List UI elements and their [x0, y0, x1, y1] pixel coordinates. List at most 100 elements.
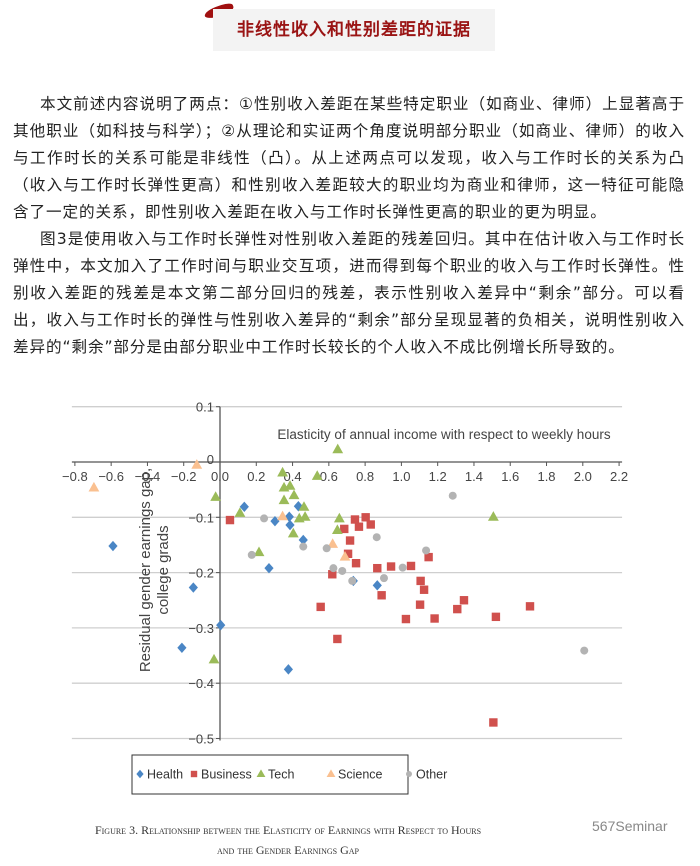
y-tick-label: 0 — [207, 452, 214, 467]
health-data-point — [298, 534, 308, 546]
business-data-point — [424, 552, 433, 562]
science-legend-marker — [326, 769, 336, 777]
business-data-point — [386, 562, 396, 571]
business-data-point — [419, 585, 429, 594]
body-text: 本文前述内容说明了两点：①性别收入差距在某些特定职业（如商业、律师）上显著高于其… — [13, 91, 685, 361]
tech-data-point — [208, 653, 220, 664]
health-data-point — [264, 562, 274, 574]
science-data-point — [191, 459, 203, 469]
business-data-point — [225, 515, 235, 525]
x-tick-label: −0.6 — [98, 469, 124, 484]
other-data-point — [338, 566, 347, 575]
x-tick-label: 0.0 — [211, 469, 229, 484]
tech-data-point — [487, 511, 499, 521]
paragraph-2: 图3是使用收入与工作时长弹性对性别收入差距的残差回归。其中在估计收入与工作时长弹… — [13, 230, 685, 356]
business-data-point — [406, 561, 416, 571]
other-data-point — [580, 646, 589, 655]
business-data-point — [459, 596, 469, 605]
x-tick-label: 1.0 — [392, 469, 410, 484]
x-tick-label: −0.2 — [171, 469, 197, 484]
x-tick-label: −0.4 — [135, 469, 161, 484]
x-tick-label: 1.2 — [429, 469, 447, 484]
health-legend-marker — [136, 769, 144, 779]
legend-label-health: Health — [147, 768, 183, 782]
business-data-point — [416, 576, 425, 586]
legend-label-other: Other — [416, 768, 447, 782]
other-legend-marker — [406, 771, 412, 777]
x-tick-label: 1.6 — [501, 469, 519, 484]
paragraph-1: 本文前述内容说明了两点：①性别收入差距在某些特定职业（如商业、律师）上显著高于其… — [13, 95, 685, 221]
tech-data-point — [331, 524, 343, 535]
tech-data-point — [299, 511, 311, 521]
health-data-point — [285, 519, 295, 531]
science-data-point — [88, 481, 100, 492]
x-tick-label: −0.8 — [62, 469, 88, 484]
tech-data-point — [253, 546, 265, 557]
y-tick-label: −0.3 — [188, 621, 214, 636]
health-data-point — [108, 540, 118, 552]
legend-label-business: Business — [201, 768, 252, 782]
business-data-point — [354, 522, 364, 531]
legend-label-tech: Tech — [268, 768, 294, 782]
business-data-point — [316, 602, 325, 612]
health-data-point — [239, 501, 249, 512]
axes — [71, 406, 623, 741]
business-legend-marker — [190, 770, 198, 778]
business-data-point — [377, 591, 386, 600]
figure-caption-line-1: Figure 3. Relationship between the Elast… — [94, 823, 482, 837]
data-points — [88, 443, 589, 727]
health-data-point — [372, 580, 382, 591]
x-tick-label: 2.2 — [610, 469, 628, 484]
business-data-point — [415, 600, 425, 609]
tech-data-point — [311, 470, 323, 480]
x-tick-label: 0.8 — [356, 469, 374, 484]
health-data-point — [216, 619, 226, 631]
business-data-point — [453, 604, 462, 614]
x-tick-label: 1.8 — [537, 469, 555, 484]
x-tick-label: 2.0 — [574, 469, 592, 484]
x-tick-label: 0.2 — [247, 469, 265, 484]
gridlines — [71, 406, 623, 740]
business-data-point — [350, 515, 360, 524]
legend: Health Business Tech Science Other — [136, 768, 447, 782]
science-data-point — [327, 538, 339, 548]
tech-data-point — [298, 501, 310, 511]
tech-data-point — [333, 512, 345, 523]
other-data-point — [422, 546, 431, 555]
y-axis-label-line-2: college grads — [155, 525, 172, 614]
y-tick-labels: 0.1 0 −0.1 −0.2 −0.3 −0.4 −0.5 — [188, 400, 214, 747]
health-data-point — [284, 511, 294, 522]
y-tick-label: −0.5 — [188, 732, 214, 747]
business-data-point — [361, 513, 370, 522]
business-data-point — [401, 614, 411, 624]
tech-data-point — [210, 491, 222, 501]
y-axis-label-line-1: Residual gender earnings gap, — [137, 468, 154, 672]
other-data-point — [322, 544, 331, 553]
other-data-point — [398, 563, 407, 572]
section-title: 非线性收入和性别差距的证据 — [237, 20, 471, 40]
science-data-point — [277, 510, 288, 521]
other-data-point — [329, 564, 338, 573]
x-tick-labels: −0.8 −0.6 −0.4 −0.2 0.0 0.2 0.4 0.6 0.8 1.0 1.2 1.4… — [62, 469, 628, 484]
other-data-point — [299, 542, 308, 551]
watermark: 567Seminar — [592, 818, 668, 834]
tech-data-point — [288, 489, 300, 500]
y-tick-label: −0.2 — [188, 566, 214, 581]
business-data-point — [328, 570, 337, 579]
legend-box — [131, 754, 409, 795]
business-data-point — [430, 614, 439, 623]
tech-data-point — [332, 443, 344, 454]
science-data-point — [339, 550, 351, 561]
health-data-point — [177, 642, 187, 654]
other-data-point — [448, 491, 457, 500]
tech-data-point — [277, 466, 288, 477]
figure-caption-line-2: and the Gender Earnings Gap — [217, 843, 359, 857]
x-tick-label: 0.6 — [320, 469, 338, 484]
business-data-point — [340, 524, 349, 534]
other-data-point — [379, 574, 388, 583]
health-data-point — [270, 515, 280, 527]
y-tick-label: −0.1 — [188, 510, 214, 525]
x-axis-annotation: Elasticity of annual income with respect… — [277, 427, 610, 442]
other-data-point — [260, 514, 269, 523]
